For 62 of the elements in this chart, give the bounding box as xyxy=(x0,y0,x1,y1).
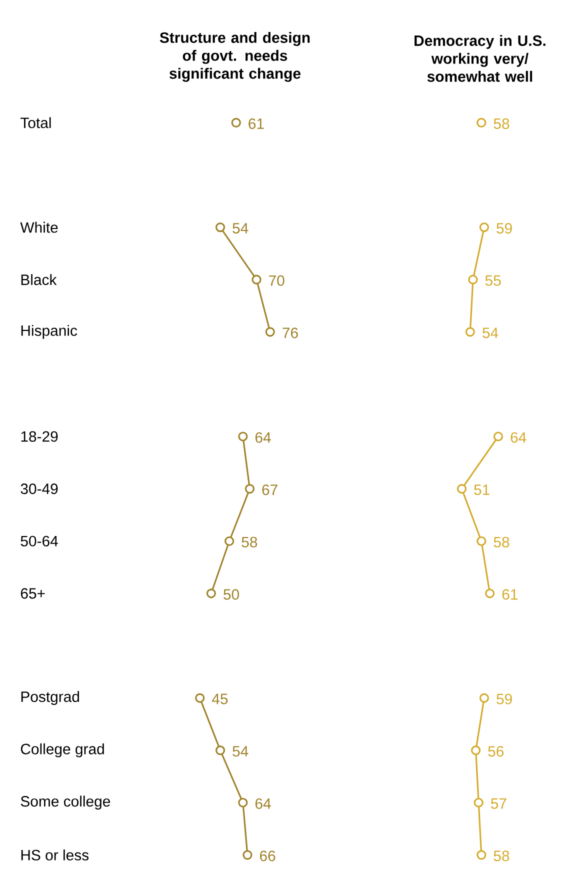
y-tick-label: Postgrad xyxy=(21,691,80,705)
data-label: 59 xyxy=(496,223,512,234)
point xyxy=(456,484,467,494)
data-label: 54 xyxy=(482,328,498,338)
point xyxy=(195,693,205,703)
point xyxy=(252,274,262,284)
data-label: 70 xyxy=(269,275,284,286)
data-label: 67 xyxy=(262,484,278,496)
point xyxy=(476,118,486,128)
point xyxy=(238,432,248,442)
data-label: 66 xyxy=(260,850,276,862)
y-tick-label: HS or less xyxy=(21,849,89,860)
y-tick-label: 30-49 xyxy=(20,484,58,494)
y-tick-label: Black xyxy=(21,274,57,286)
point xyxy=(265,327,275,337)
data-label: 58 xyxy=(494,850,510,862)
point xyxy=(244,484,255,494)
y-tick-label: Some college xyxy=(20,796,110,810)
point xyxy=(238,798,248,808)
point xyxy=(215,746,226,756)
chart-title: Democracy in U.S. working very/ somewhat well xyxy=(414,35,546,82)
y-tick-label: 65+ xyxy=(20,588,45,599)
data-label: 54 xyxy=(232,223,248,234)
point xyxy=(468,274,478,284)
point xyxy=(215,222,226,232)
y-tick-label: 50-64 xyxy=(20,536,58,546)
data-label: 58 xyxy=(494,118,510,129)
point xyxy=(493,432,504,442)
data-label: 76 xyxy=(282,328,298,338)
data-label: 57 xyxy=(490,798,506,809)
point xyxy=(231,118,241,128)
point xyxy=(465,327,475,337)
point xyxy=(485,588,495,598)
data-label: 56 xyxy=(488,746,504,757)
data-label: 64 xyxy=(255,432,271,443)
point xyxy=(242,850,252,860)
data-label: 54 xyxy=(232,746,248,757)
point xyxy=(224,536,234,546)
point xyxy=(470,746,481,756)
y-tick-label: Total xyxy=(20,117,51,128)
data-label: 50 xyxy=(224,589,240,600)
point xyxy=(474,798,484,808)
data-label: 55 xyxy=(485,275,501,286)
point xyxy=(476,536,486,546)
point xyxy=(479,222,490,232)
point xyxy=(206,588,216,598)
data-label: 51 xyxy=(474,484,490,496)
data-label: 64 xyxy=(255,798,271,809)
data-label: 59 xyxy=(496,694,512,704)
data-label: 64 xyxy=(510,432,526,443)
y-tick-label: Hispanic xyxy=(21,324,78,339)
data-label: 45 xyxy=(212,694,228,704)
data-label: 58 xyxy=(494,536,510,548)
chart-title: Structure and design of govt. needs significant change xyxy=(160,32,310,82)
point xyxy=(476,850,486,860)
y-tick-label: College grad xyxy=(20,743,104,758)
data-label: 61 xyxy=(248,118,264,129)
data-label: 58 xyxy=(242,536,258,548)
data-label: 61 xyxy=(502,589,518,600)
point xyxy=(479,693,490,703)
y-tick-label: White xyxy=(20,222,58,233)
y-tick-label: 18-29 xyxy=(21,431,58,442)
